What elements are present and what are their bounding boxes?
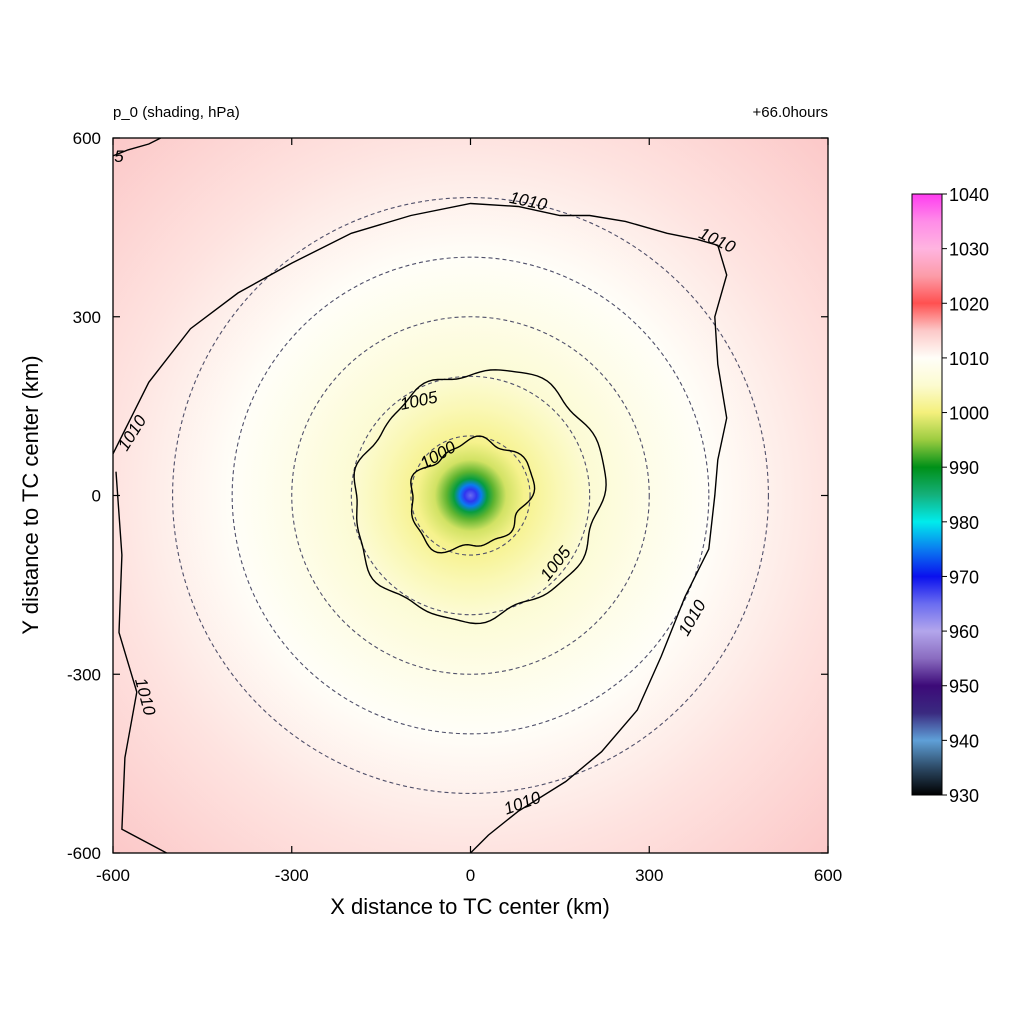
x-tick-label: 600: [814, 866, 842, 885]
x-axis-ticks: -600 -300 0 300 600: [96, 138, 842, 885]
y-tick-label: -600: [67, 844, 101, 863]
x-tick-label: -600: [96, 866, 130, 885]
y-axis-title: Y distance to TC center (km): [18, 355, 43, 634]
colorbar-tick-label: 970: [949, 567, 979, 587]
reference-circle: [231, 256, 710, 735]
colorbar-tick-label: 990: [949, 458, 979, 478]
colorbar-tick-label: 940: [949, 731, 979, 751]
reference-circle: [291, 316, 650, 675]
contour-1010: [113, 202, 728, 853]
y-tick-label: -300: [67, 665, 101, 684]
contour-1000: [410, 435, 536, 554]
colorbar-tick-label: 1040: [949, 185, 989, 205]
colorbar-tick-label: 1010: [949, 349, 989, 369]
y-tick-label: 0: [92, 487, 101, 506]
colorbar-tick-label: 950: [949, 677, 979, 697]
contour-label-1015: 5: [114, 147, 124, 166]
colorbar-tick-label: 960: [949, 622, 979, 642]
contour-1010-west: [115, 471, 167, 853]
x-tick-label: 0: [466, 866, 475, 885]
reference-circles: [172, 197, 769, 794]
colorbar-tick-label: 980: [949, 513, 979, 533]
contour-1015: [113, 138, 162, 157]
colorbar-tick-label: 1030: [949, 240, 989, 260]
y-tick-label: 600: [73, 129, 101, 148]
contour-1005: [353, 369, 607, 625]
colorbar-ticks: 930 940 950 960 970 980 990 1000 1010 1020 1030 104…: [942, 185, 989, 806]
x-tick-label: 300: [635, 866, 663, 885]
reference-circle: [410, 435, 531, 556]
colorbar: 930 940 950 960 970 980 990 1000 1010 1020 1030 104…: [911, 185, 989, 806]
colorbar-gradient: [911, 193, 943, 796]
x-tick-label: -300: [275, 866, 309, 885]
colorbar-tick-label: 930: [949, 786, 979, 806]
y-tick-label: 300: [73, 308, 101, 327]
colorbar-tick-label: 1020: [949, 294, 989, 314]
chart-title-left: p_0 (shading, hPa): [113, 104, 240, 121]
x-axis-title: X distance to TC center (km): [330, 894, 610, 919]
colorbar-tick-label: 1000: [949, 404, 989, 424]
chart-title-right: +66.0hours: [753, 104, 828, 121]
reference-circle: [172, 197, 769, 794]
y-axis-ticks: -600 -300 0 300 600: [67, 129, 828, 863]
reference-circle: [350, 375, 591, 616]
